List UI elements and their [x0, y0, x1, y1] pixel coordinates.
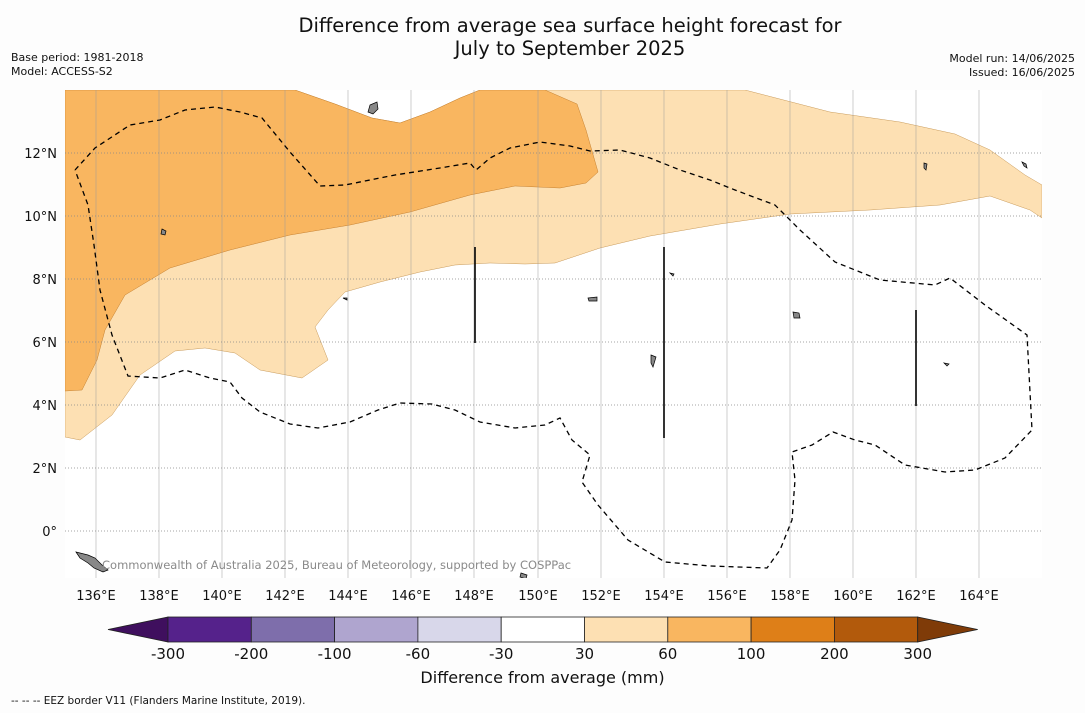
colorbar-tick-label: 100 [737, 645, 766, 663]
colorbar: -300 -200 -100 -60 -30 30 60 100 200 300 [107, 616, 978, 663]
base-period: Base period: 1981-2018 [11, 51, 144, 64]
longitude-label: 146°E [391, 589, 431, 604]
map-title: Difference from average sea surface heig… [0, 14, 1085, 60]
colorbar-label: Difference from average (mm) [420, 668, 665, 687]
title-line-2: July to September 2025 [454, 37, 686, 60]
longitude-label: 154°E [644, 589, 684, 604]
colorbar-bin [750, 616, 835, 643]
colorbar-bin [167, 616, 252, 643]
longitude-label: 152°E [581, 589, 621, 604]
latitude-label: 8°N [33, 273, 58, 288]
longitude-label: 148°E [454, 589, 494, 604]
latitude-labels: 12°N 10°N 8°N 6°N 4°N 2°N 0° [24, 147, 57, 540]
copyright-notice: Commonwealth of Australia 2025, Bureau o… [102, 558, 571, 572]
eez-solid-segments [474, 247, 917, 438]
longitude-label: 158°E [770, 589, 810, 604]
colorbar-bin [417, 616, 502, 643]
model-run: Model run: 14/06/2025 [949, 52, 1075, 65]
longitude-label: 150°E [518, 589, 558, 604]
anomaly-60-100-region [65, 90, 599, 392]
longitude-label: 136°E [76, 589, 116, 604]
colorbar-tick-label: -100 [318, 645, 352, 663]
colorbar-tick-label: -30 [489, 645, 514, 663]
map-panel: Commonwealth of Australia 2025, Bureau o… [65, 90, 1042, 578]
colorbar-bin [834, 616, 919, 643]
model-name: Model: ACCESS-S2 [11, 65, 113, 78]
colorbar-tick-label: 300 [903, 645, 932, 663]
title-line-1: Difference from average sea surface heig… [298, 14, 842, 37]
longitude-label: 142°E [265, 589, 305, 604]
latitude-label: 4°N [33, 399, 58, 414]
colorbar-tick-label: 200 [820, 645, 849, 663]
meta-right: Model run: 14/06/2025 Issued: 16/06/2025 [949, 52, 1075, 80]
islands [75, 101, 1028, 578]
colorbar-tick-label: 30 [575, 645, 594, 663]
colorbar-bin [500, 616, 585, 643]
eez-footnote: -- -- -- EEZ border V11 (Flanders Marine… [11, 695, 306, 707]
latitude-label: 10°N [24, 210, 57, 225]
latitude-label: 0° [42, 525, 57, 540]
longitude-label: 144°E [328, 589, 368, 604]
latitude-label: 12°N [24, 147, 57, 162]
longitude-label: 138°E [139, 589, 179, 604]
colorbar-tick-label: 60 [658, 645, 677, 663]
longitude-label: 156°E [707, 589, 747, 604]
colorbar-bin [667, 616, 752, 643]
latitude-label: 6°N [33, 336, 58, 351]
eez-borders [74, 106, 1033, 569]
colorbar-bin [250, 616, 336, 643]
graticule-parallels [65, 152, 1042, 532]
longitude-label: 160°E [833, 589, 873, 604]
meta-left: Base period: 1981-2018 Model: ACCESS-S2 [11, 51, 143, 79]
colorbar-extend-low [107, 616, 169, 643]
colorbar-bin [584, 616, 669, 643]
longitude-labels: 136°E 138°E 140°E 142°E 144°E 146°E 148°E 150°E… [76, 589, 999, 604]
graticule-meridians [95, 90, 980, 578]
longitude-label: 140°E [202, 589, 242, 604]
colorbar-tick-label: -200 [234, 645, 268, 663]
colorbar-tick-label: -60 [406, 645, 431, 663]
longitude-label: 164°E [959, 589, 999, 604]
colorbar-bin [334, 616, 419, 643]
issued-date: Issued: 16/06/2025 [968, 66, 1075, 79]
colorbar-tick-label: -300 [151, 645, 185, 663]
colorbar-extend-high [917, 616, 978, 643]
longitude-label: 162°E [896, 589, 936, 604]
latitude-label: 2°N [33, 462, 58, 477]
